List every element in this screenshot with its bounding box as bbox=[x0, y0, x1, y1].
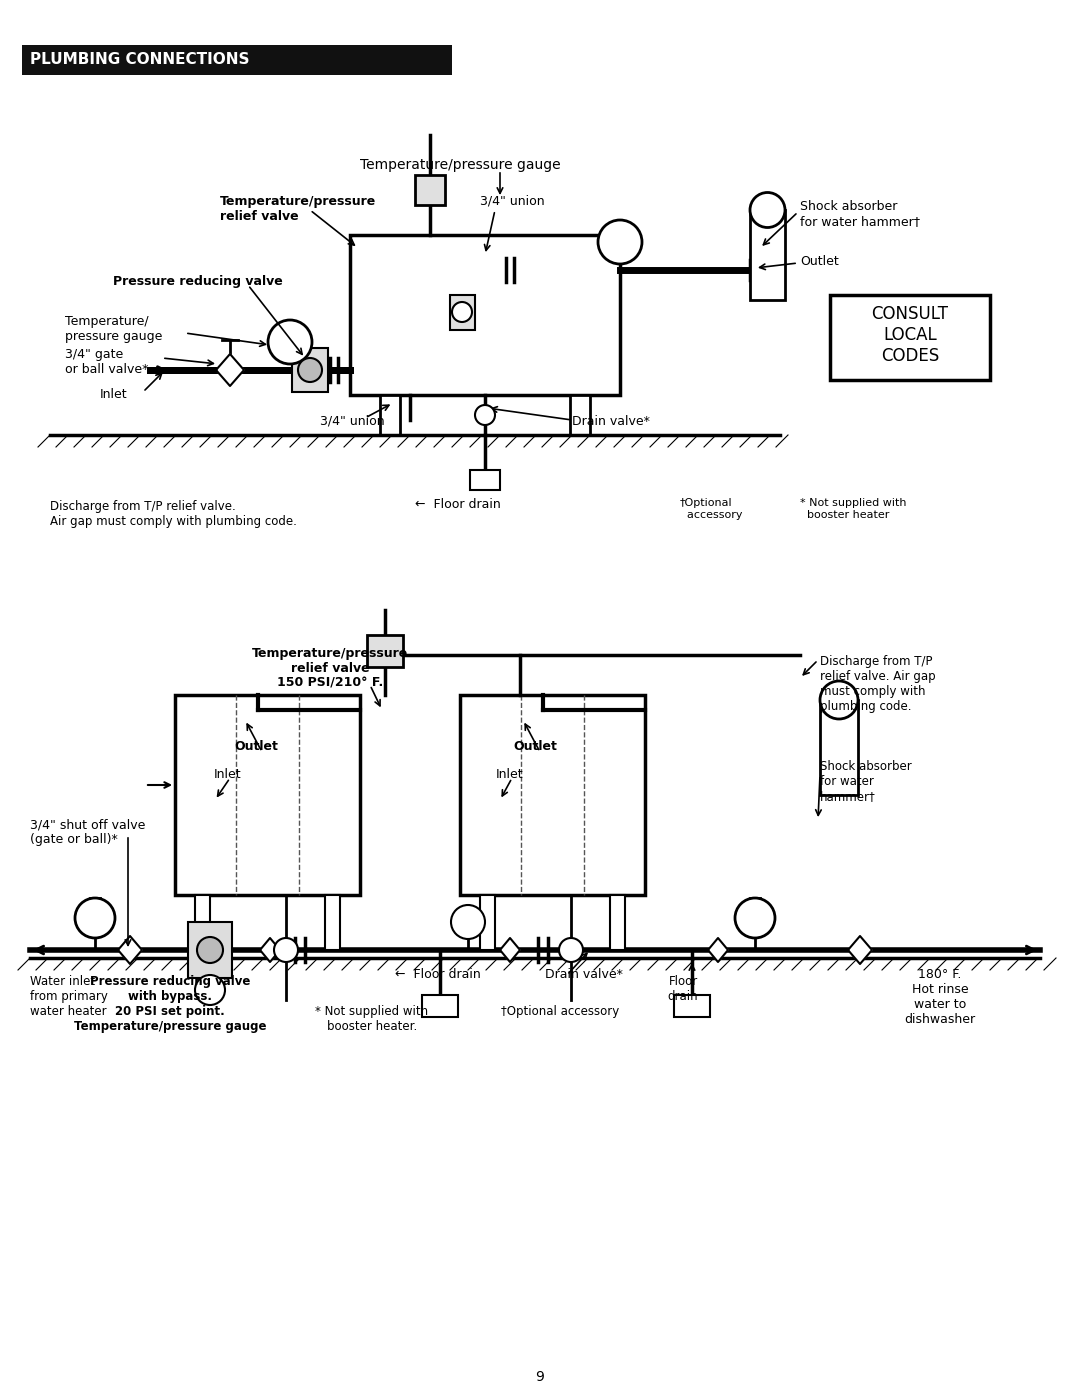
Bar bbox=[415, 175, 445, 205]
Text: Outlet: Outlet bbox=[513, 740, 557, 753]
Text: 180° F.
Hot rinse
water to
dishwasher: 180° F. Hot rinse water to dishwasher bbox=[904, 968, 975, 1025]
Text: CONSULT
LOCAL
CODES: CONSULT LOCAL CODES bbox=[872, 305, 948, 365]
Bar bbox=[325, 895, 340, 950]
Circle shape bbox=[195, 975, 225, 1004]
Text: †Optional
  accessory: †Optional accessory bbox=[680, 497, 743, 520]
Circle shape bbox=[598, 219, 642, 264]
Circle shape bbox=[750, 193, 785, 228]
Text: * Not supplied with
booster heater.: * Not supplied with booster heater. bbox=[315, 1004, 429, 1032]
Text: 3/4" union: 3/4" union bbox=[320, 415, 384, 427]
Text: Temperature/
pressure gauge: Temperature/ pressure gauge bbox=[65, 314, 162, 344]
Bar bbox=[22, 45, 453, 75]
Text: 9: 9 bbox=[536, 1370, 544, 1384]
Circle shape bbox=[559, 937, 583, 963]
Circle shape bbox=[75, 898, 114, 937]
Circle shape bbox=[820, 680, 858, 719]
Bar bbox=[610, 895, 625, 950]
Bar bbox=[422, 995, 458, 1017]
Text: Outlet: Outlet bbox=[800, 256, 839, 268]
Text: 3/4" union: 3/4" union bbox=[480, 196, 544, 208]
Circle shape bbox=[274, 937, 298, 963]
Text: 3/4" gate
or ball valve*: 3/4" gate or ball valve* bbox=[65, 348, 148, 376]
Bar bbox=[480, 895, 495, 950]
Circle shape bbox=[453, 302, 472, 321]
Bar bbox=[470, 469, 500, 490]
Bar bbox=[350, 235, 620, 395]
Polygon shape bbox=[118, 936, 141, 964]
Circle shape bbox=[298, 358, 322, 381]
Text: Discharge from T/P relief valve.
Air gap must comply with plumbing code.: Discharge from T/P relief valve. Air gap… bbox=[50, 500, 297, 528]
Text: Temperature/pressure
relief valve: Temperature/pressure relief valve bbox=[220, 196, 376, 224]
Text: ←  Floor drain: ← Floor drain bbox=[395, 968, 481, 981]
Bar bbox=[570, 395, 590, 434]
Text: Drain valve*: Drain valve* bbox=[545, 968, 623, 981]
Text: Temperature/pressure gauge: Temperature/pressure gauge bbox=[360, 158, 561, 172]
Text: * Not supplied with
  booster heater: * Not supplied with booster heater bbox=[800, 497, 906, 520]
Text: Temperature/pressure
relief valve
150 PSI/210° F.: Temperature/pressure relief valve 150 PS… bbox=[252, 647, 408, 690]
Bar bbox=[380, 395, 400, 434]
Polygon shape bbox=[848, 936, 872, 964]
Text: Drain valve*: Drain valve* bbox=[572, 415, 650, 427]
Text: Inlet: Inlet bbox=[100, 388, 127, 401]
Circle shape bbox=[735, 898, 775, 937]
Text: Pressure reducing valve: Pressure reducing valve bbox=[113, 275, 283, 288]
Text: Discharge from T/P
relief valve. Air gap
must comply with
plumbing code.: Discharge from T/P relief valve. Air gap… bbox=[820, 655, 935, 712]
Text: 3/4" shut off valve
(gate or ball)*: 3/4" shut off valve (gate or ball)* bbox=[30, 819, 146, 847]
Text: PLUMBING CONNECTIONS: PLUMBING CONNECTIONS bbox=[30, 53, 249, 67]
Circle shape bbox=[197, 937, 222, 963]
Text: Outlet: Outlet bbox=[234, 740, 278, 753]
Polygon shape bbox=[708, 937, 728, 963]
Text: ←  Floor drain: ← Floor drain bbox=[415, 497, 501, 511]
Bar bbox=[188, 922, 232, 978]
Bar bbox=[175, 694, 360, 895]
Text: Inlet: Inlet bbox=[496, 768, 524, 781]
Bar bbox=[292, 348, 328, 393]
Polygon shape bbox=[500, 937, 519, 963]
Bar bbox=[674, 995, 710, 1017]
Text: Floor
drain: Floor drain bbox=[667, 975, 699, 1003]
Bar bbox=[820, 700, 858, 795]
Bar bbox=[195, 895, 210, 950]
Polygon shape bbox=[216, 353, 244, 386]
Polygon shape bbox=[260, 937, 280, 963]
Text: Water inlet
from primary
water heater: Water inlet from primary water heater bbox=[30, 975, 108, 1018]
Text: †Optional accessory: †Optional accessory bbox=[501, 1004, 619, 1018]
Circle shape bbox=[451, 905, 485, 939]
Bar bbox=[831, 295, 990, 380]
Bar bbox=[450, 295, 475, 330]
Text: Pressure reducing valve
with bypass.
20 PSI set point.
Temperature/pressure gaug: Pressure reducing valve with bypass. 20 … bbox=[73, 975, 267, 1032]
Text: Shock absorber
for water hammer†: Shock absorber for water hammer† bbox=[800, 200, 920, 228]
Text: Inlet: Inlet bbox=[214, 768, 242, 781]
Bar bbox=[367, 636, 403, 666]
Circle shape bbox=[268, 320, 312, 365]
Text: Shock absorber
for water
hammer†: Shock absorber for water hammer† bbox=[820, 760, 912, 803]
Circle shape bbox=[475, 405, 495, 425]
Bar bbox=[750, 210, 785, 300]
Bar bbox=[460, 694, 645, 895]
